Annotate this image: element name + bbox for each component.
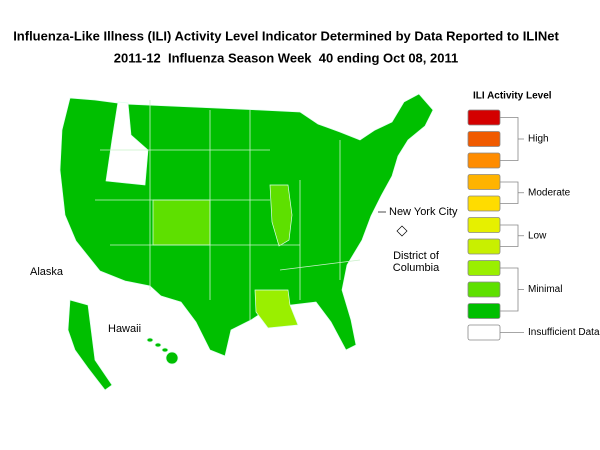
legend-label: Insufficient Data — [528, 327, 600, 338]
legend: High Moderate Low Minimal Insufficient Data — [467, 109, 600, 341]
colorado — [152, 199, 211, 246]
hawaii-island — [146, 337, 154, 343]
hawaii-island — [165, 351, 179, 365]
legend-swatch — [467, 131, 501, 147]
subtitle: 2011-12 Influenza Season Week 40 ending … — [114, 50, 458, 65]
map — [59, 93, 434, 391]
legend-bracket — [500, 181, 519, 204]
alaska-shape — [67, 299, 113, 391]
hawaii-island — [161, 347, 169, 353]
legend-swatch — [467, 238, 501, 255]
legend-label: Moderate — [528, 187, 571, 198]
legend-title: ILI Activity Level — [473, 91, 552, 102]
dc-marker — [396, 225, 408, 237]
legend-swatch — [467, 174, 501, 190]
title: Influenza-Like Illness (ILI) Activity Le… — [13, 28, 559, 43]
legend-bracket — [500, 267, 519, 312]
map-label: New York City — [389, 206, 458, 218]
legend-swatch — [467, 281, 501, 298]
idaho — [105, 101, 149, 186]
map-label: District of — [393, 250, 440, 262]
map-label: Alaska — [30, 266, 64, 278]
hawaii-island — [154, 342, 162, 348]
legend-swatch — [467, 217, 501, 233]
legend-label: Low — [528, 230, 547, 241]
legend-swatch — [467, 152, 501, 169]
legend-label: High — [528, 134, 549, 145]
state-borders — [95, 100, 361, 320]
legend-label: Minimal — [528, 284, 562, 295]
legend-swatch — [467, 324, 501, 341]
legend-bracket — [500, 224, 519, 247]
legend-bracket — [500, 117, 519, 161]
map-label: Columbia — [393, 262, 440, 274]
legend-swatch — [467, 260, 501, 276]
louisiana — [254, 289, 299, 329]
illinois — [269, 184, 293, 247]
map-label: Hawaii — [108, 323, 141, 335]
legend-swatch — [467, 195, 501, 212]
legend-swatch — [467, 109, 501, 126]
legend-swatch — [467, 303, 501, 319]
